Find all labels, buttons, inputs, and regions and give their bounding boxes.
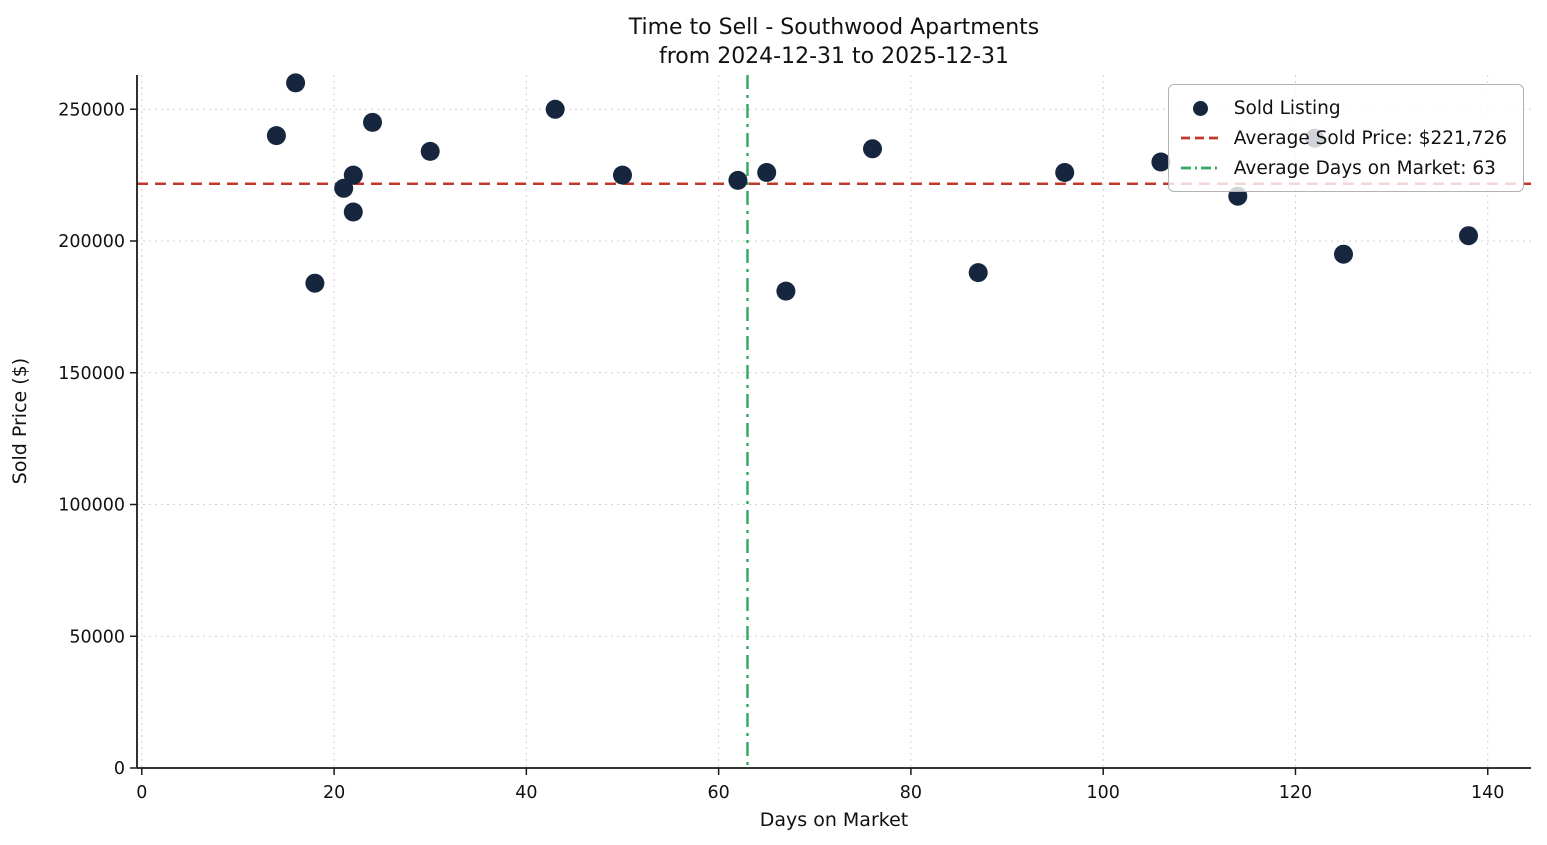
svg-text:0: 0: [114, 759, 125, 779]
svg-text:100000: 100000: [58, 496, 125, 516]
legend-label: Sold Listing: [1233, 97, 1341, 119]
dashdot-line-icon: [1180, 165, 1221, 171]
svg-text:120: 120: [1279, 783, 1312, 803]
svg-text:50000: 50000: [69, 627, 125, 647]
svg-text:20: 20: [323, 783, 345, 803]
legend-label: Average Sold Price: $221,726: [1233, 127, 1507, 149]
svg-text:80: 80: [900, 783, 922, 803]
svg-text:200000: 200000: [58, 232, 125, 252]
svg-text:250000: 250000: [58, 100, 125, 120]
chart-subtitle: from 2024-12-31 to 2025-12-31: [659, 44, 1009, 69]
legend: Sold Listing Average Sold Price: $221,72…: [1167, 84, 1524, 192]
svg-text:100: 100: [1086, 783, 1119, 803]
legend-item-avg-days: Average Days on Market: 63: [1180, 153, 1507, 183]
svg-text:40: 40: [515, 783, 537, 803]
legend-item-avg-sold-price: Average Sold Price: $221,726: [1180, 123, 1507, 153]
legend-item-sold-listing: Sold Listing: [1181, 93, 1507, 123]
svg-text:0: 0: [136, 783, 147, 803]
chart-title: Time to Sell - Southwood Apartments: [628, 15, 1040, 40]
x-axis-label: Days on Market: [760, 809, 908, 831]
y-axis-label: Sold Price ($): [9, 358, 31, 484]
svg-text:150000: 150000: [58, 364, 125, 384]
svg-text:140: 140: [1471, 783, 1504, 803]
svg-text:60: 60: [707, 783, 729, 803]
legend-label: Average Days on Market: 63: [1233, 157, 1496, 179]
sold-listing-dot-icon: [1181, 100, 1221, 116]
dashed-line-icon: [1180, 135, 1221, 141]
